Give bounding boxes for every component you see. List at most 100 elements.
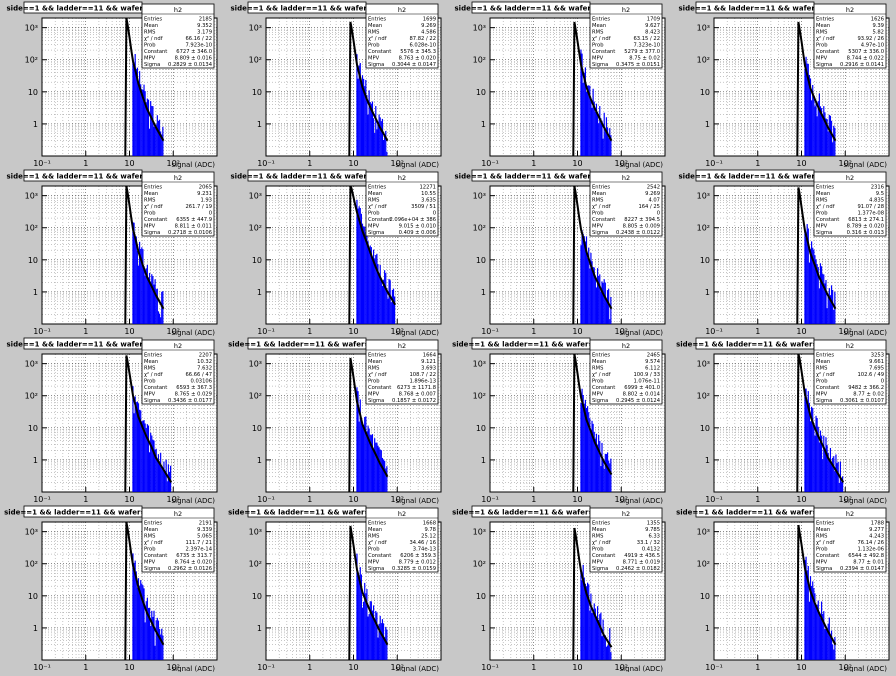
- x-tick-label: 10²: [391, 663, 404, 672]
- y-tick-label: 1: [257, 288, 262, 297]
- stats-frame: [589, 3, 663, 69]
- y-tick-label: 10: [476, 424, 486, 433]
- stats-value: 1355: [647, 521, 660, 527]
- stats-key: RMS: [144, 366, 155, 372]
- x-axis-label: signal (ADC): [396, 329, 440, 337]
- stats-key: Prob: [144, 379, 156, 385]
- panel-title: side==1 && ladder==11 && wafer==1: [7, 1, 160, 14]
- x-tick-label: 1: [755, 159, 760, 168]
- stats-value: 9.277: [869, 527, 884, 533]
- y-tick-label: 10³: [473, 24, 486, 33]
- histogram-panel: 10⁻¹ 1 10 10² 1 10 10² 10³ signal (ADC) side==1 &…: [4, 505, 218, 673]
- stats-value: 2542: [647, 185, 660, 191]
- y-tick-label: 10: [252, 424, 262, 433]
- stats-value: 25.12: [421, 534, 436, 540]
- stats-value: 10.55: [421, 191, 436, 197]
- stats-key: Prob: [368, 211, 380, 217]
- title-text: side==1 && ladder==11 && wafer==16: [676, 509, 834, 517]
- stats-key: Constant: [592, 217, 615, 223]
- stats-key: Sigma: [592, 62, 608, 68]
- stats-value: 0.2394 ± 0.0147: [840, 566, 884, 572]
- y-tick-label: 10³: [25, 24, 38, 33]
- stats-value: 8227 ± 394.5: [624, 217, 660, 223]
- stats-key: RMS: [144, 198, 155, 204]
- title-text: side==1 && ladder==11 && wafer==15: [452, 509, 610, 517]
- x-tick-label: 10²: [839, 663, 852, 672]
- y-tick-label: 10²: [249, 56, 262, 65]
- stats-key: Constant: [368, 217, 391, 223]
- stats-value: 6273 ± 1171.8: [397, 385, 436, 391]
- y-tick-label: 10³: [697, 24, 710, 33]
- stats-box: h2 Entries 2542 Mean 9.269 RMS 4.07 χ² / ndf 164…: [589, 171, 663, 237]
- stats-box: h2 Entries 2465 Mean 9.574 RMS 6.112 χ² / ndf 10…: [589, 339, 663, 405]
- x-axis-label: signal (ADC): [396, 665, 440, 672]
- stats-box: h2 Entries 3253 Mean 9.661 RMS 7.695 χ² / ndf 10…: [813, 339, 887, 405]
- stats-key: Entries: [368, 185, 386, 191]
- x-axis-label: signal (ADC): [172, 497, 216, 505]
- stats-key: Constant: [592, 385, 615, 391]
- stats-key: Entries: [368, 521, 386, 527]
- x-tick-label: 10⁻¹: [705, 327, 723, 336]
- x-tick-label: 10⁻¹: [257, 663, 275, 672]
- stats-key: Mean: [592, 527, 606, 533]
- x-tick-label: 1: [83, 327, 88, 336]
- title-text: side==1 && ladder==11 && wafer==4: [679, 5, 832, 13]
- stats-value: 3.179: [197, 30, 212, 36]
- stats-frame: [141, 507, 215, 573]
- stats-value: 0.2438 ± 0.0122: [616, 230, 660, 236]
- stats-key: Prob: [816, 379, 828, 385]
- stats-value: 0: [209, 211, 212, 217]
- y-tick-label: 10: [28, 256, 38, 265]
- stats-key: Mean: [592, 359, 606, 365]
- y-tick-label: 1: [33, 456, 38, 465]
- stats-value: 6735 ± 313.7: [176, 553, 212, 559]
- panel-title: side==1 && ladder==11 && wafer==5: [7, 169, 160, 182]
- stats-key: Sigma: [816, 398, 832, 404]
- panel-title: side==1 && ladder==11 && wafer==3: [455, 1, 608, 14]
- y-tick-label: 10: [252, 592, 262, 601]
- stats-key: Mean: [592, 191, 606, 197]
- panel-title: side==1 && ladder==11 && wafer==9: [7, 337, 160, 350]
- x-tick-label: 10²: [839, 159, 852, 168]
- stats-value: 4.586: [421, 30, 436, 36]
- stats-key: Prob: [144, 43, 156, 49]
- histogram-panel: 10⁻¹ 1 10 10² 1 10 10² 10³ signal (ADC) side==1 &…: [231, 1, 442, 169]
- stats-key: MPV: [592, 224, 604, 230]
- x-tick-label: 10²: [615, 327, 628, 336]
- stats-key: χ² / ndf: [144, 372, 163, 378]
- stats-value: 108.7 / 22: [410, 372, 437, 378]
- x-tick-label: 10²: [167, 663, 180, 672]
- stats-value: 7.923e-10: [185, 43, 212, 49]
- stats-key: RMS: [144, 30, 155, 36]
- x-tick-label: 1: [755, 327, 760, 336]
- y-tick-label: 10²: [697, 560, 710, 569]
- x-tick-label: 10: [572, 159, 582, 168]
- stats-value: 9.339: [197, 527, 212, 533]
- stats-key: Constant: [144, 217, 167, 223]
- stats-value: 6355 ± 447.9: [176, 217, 212, 223]
- stats-value: 8.802 ± 0.014: [623, 392, 661, 398]
- x-axis-label: signal (ADC): [844, 161, 888, 169]
- stats-box: h2 Entries 2185 Mean 9.352 RMS 3.179 χ² / ndf 66…: [141, 3, 215, 69]
- x-tick-label: 10⁻¹: [481, 495, 499, 504]
- title-text: side==1 && ladder==11 && wafer==10: [228, 341, 386, 349]
- title-text: side==1 && ladder==11 && wafer==12: [676, 341, 834, 349]
- x-axis-label: signal (ADC): [620, 329, 664, 337]
- stats-value: 9.015 ± 0.010: [399, 224, 436, 230]
- stats-key: Prob: [144, 211, 156, 217]
- stats-frame: [589, 339, 663, 405]
- stats-key: Mean: [816, 191, 830, 197]
- stats-value: 6.33: [648, 534, 660, 540]
- fit-curve: [796, 524, 837, 661]
- stats-key: Sigma: [368, 62, 384, 68]
- stats-key: RMS: [144, 534, 155, 540]
- y-tick-label: 1: [705, 288, 710, 297]
- stats-frame: [813, 3, 887, 69]
- stats-value: 0.3436 ± 0.0177: [168, 398, 212, 404]
- stats-value: 0.2962 ± 0.0126: [168, 566, 212, 572]
- stats-box: h2 Entries 1788 Mean 9.277 RMS 4.243 χ² / ndf 76…: [813, 507, 887, 573]
- panel-title: side==1 && ladder==11 && wafer==4: [679, 1, 832, 14]
- stats-key: Mean: [816, 527, 830, 533]
- stats-key: Entries: [816, 17, 834, 23]
